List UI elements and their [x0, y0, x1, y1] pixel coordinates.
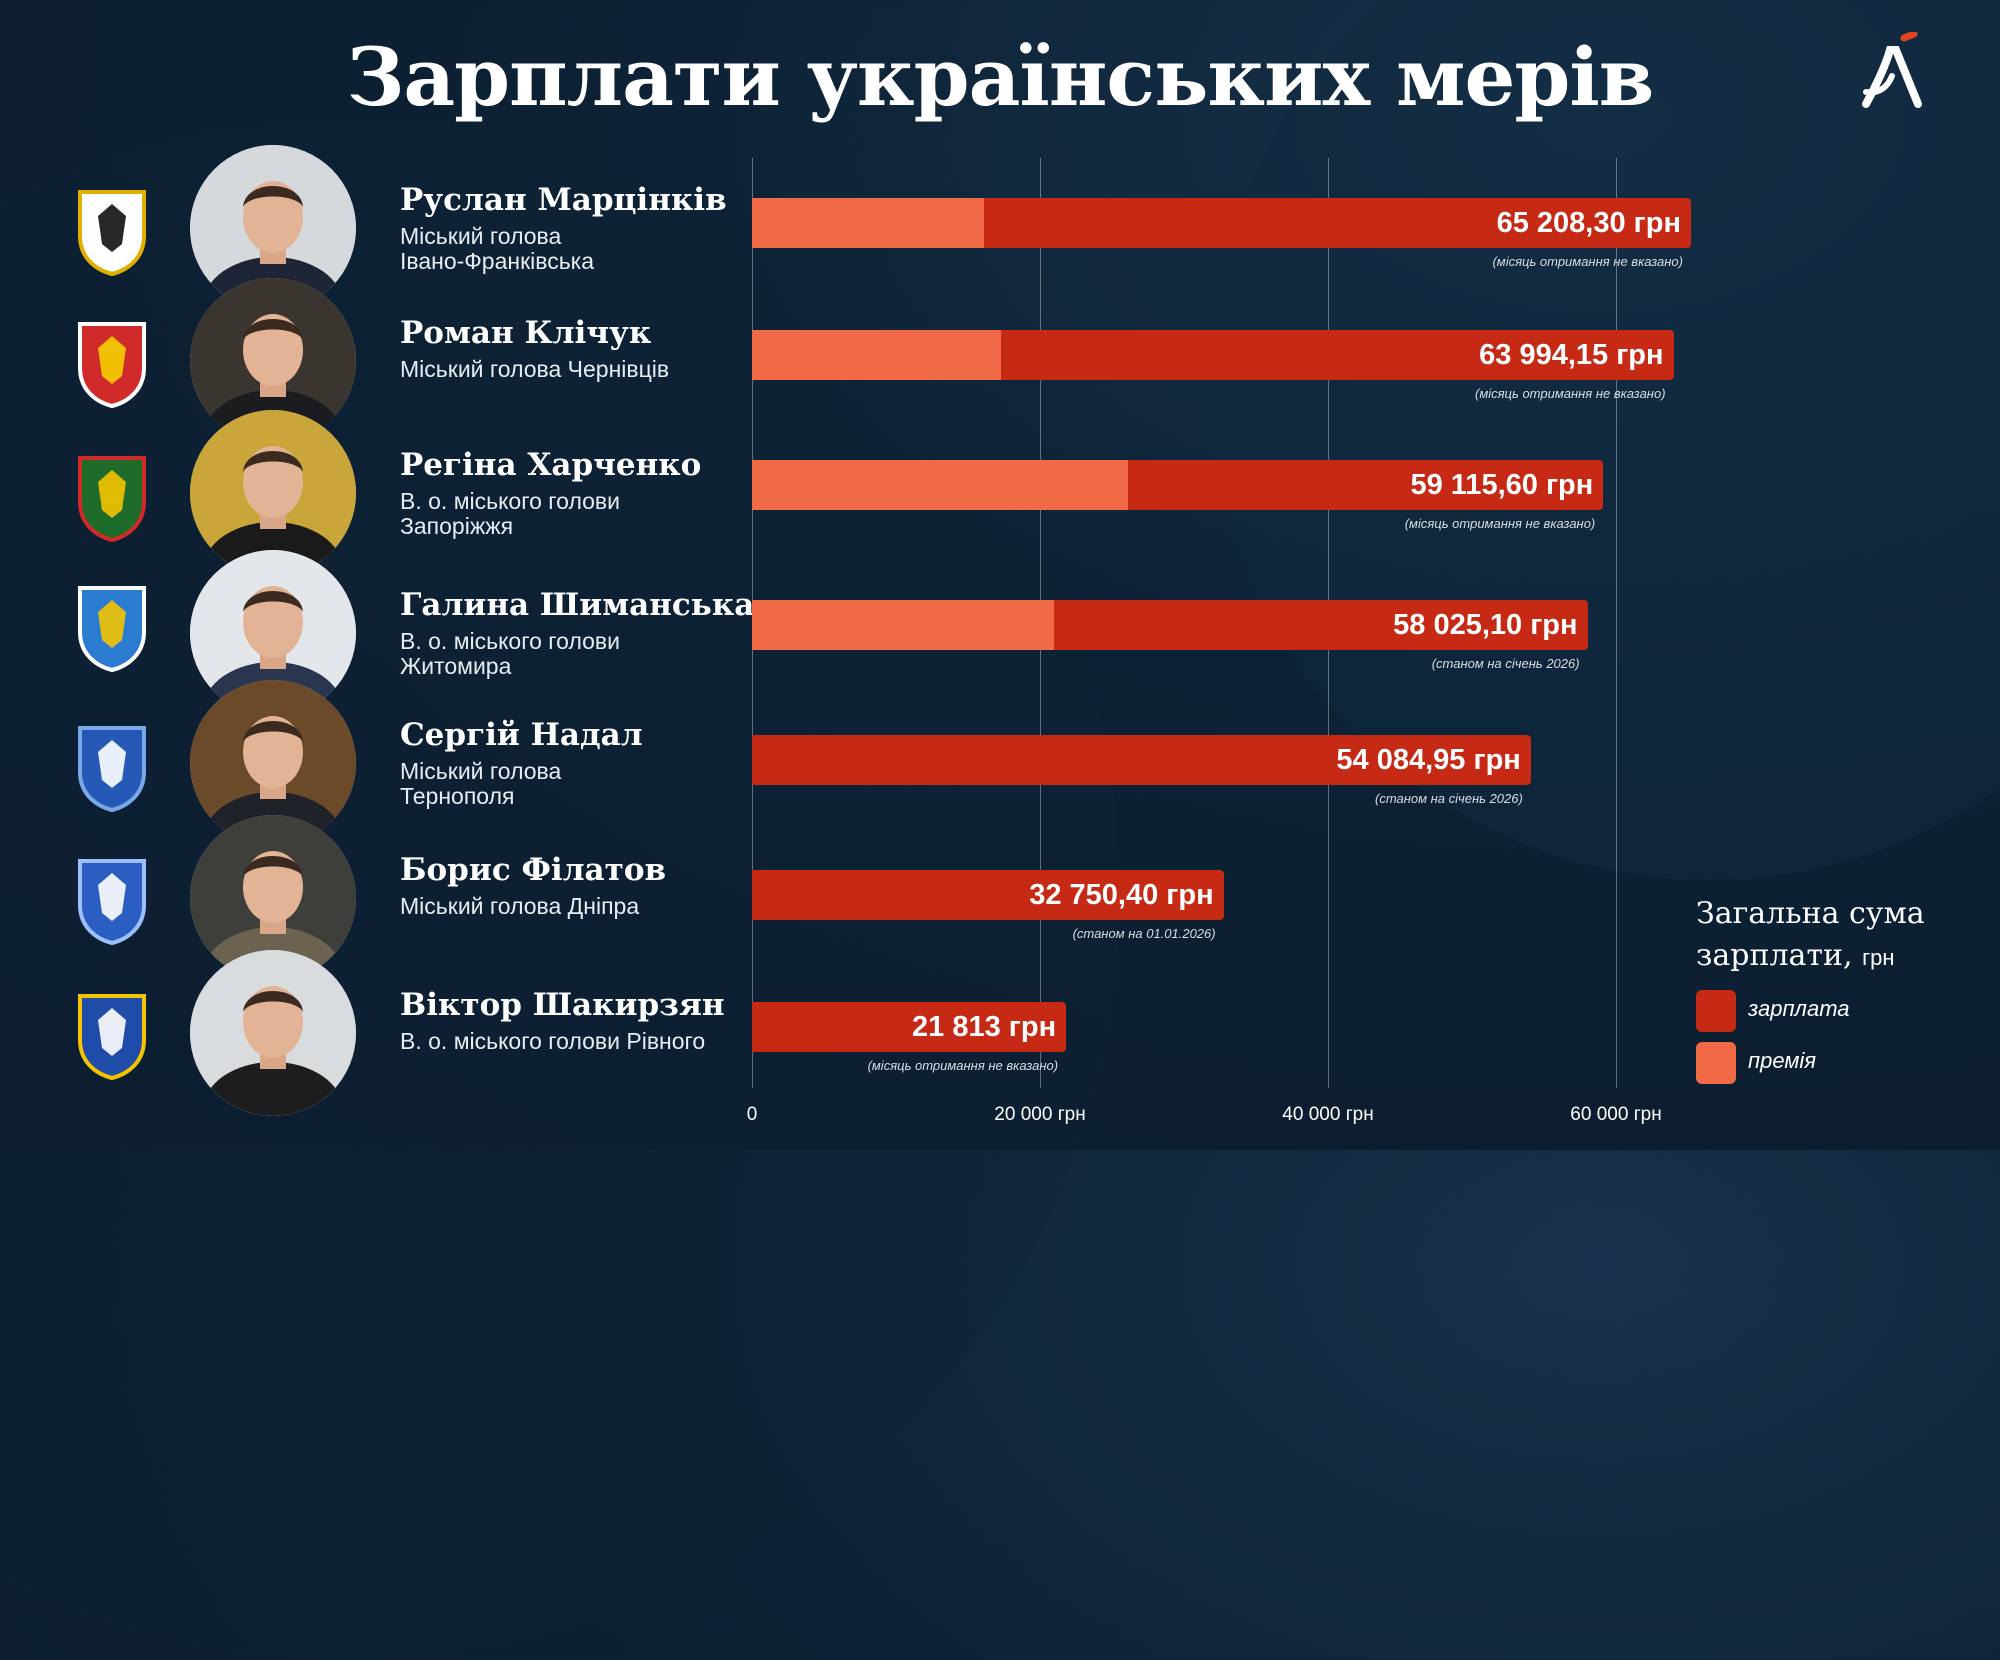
bar-note: (місяць отримання не вказано) — [1404, 516, 1596, 531]
mayor-title: Міський голова Чернівців — [400, 356, 670, 382]
bar-salary: 65 208,30 грн — [752, 198, 1691, 248]
bar-value-label: 54 084,95 грн — [1336, 744, 1521, 776]
mayor-title: Запоріжжя — [400, 513, 514, 539]
x-tick-label: 40 000 грн — [1282, 1104, 1374, 1125]
bar-value-label: 58 025,10 грн — [1393, 609, 1578, 641]
bar-note: (місяць отримання не вказано) — [1492, 254, 1683, 269]
bar-note: (місяць отримання не вказано) — [867, 1058, 1059, 1073]
gridline — [1616, 158, 1617, 1088]
bar-bonus — [752, 330, 1002, 380]
bar-value-label: 21 813 грн — [912, 1011, 1057, 1043]
portrait-photo — [190, 950, 356, 1116]
mayor-title: В. о. міського голови — [400, 488, 620, 514]
portrait-photo — [190, 278, 356, 444]
x-tick-label: 0 — [746, 1104, 758, 1125]
mayor-name: Віктор Шакирзян — [400, 987, 725, 1023]
mayor-title: Міський голова Дніпра — [400, 893, 640, 919]
portrait-photo — [190, 410, 356, 576]
bar-salary: 63 994,15 грн — [752, 330, 1674, 380]
mayor-title: Івано-Франківська — [400, 248, 595, 274]
mayor-name: Регіна Харченко — [400, 447, 702, 483]
lambda-logo-icon — [1862, 32, 1922, 108]
page-title: Зарплати українських мерів — [346, 30, 1655, 124]
city-crest-icon — [78, 994, 146, 1080]
city-crest-icon — [78, 190, 146, 276]
portrait-photo — [190, 680, 356, 846]
bar-salary: 59 115,60 грн — [752, 460, 1604, 510]
bar-value-label: 65 208,30 грн — [1496, 207, 1681, 239]
bar-value-label: 63 994,15 грн — [1479, 339, 1664, 371]
legend-unit: грн — [1862, 945, 1895, 970]
bar-note: (місяць отримання не вказано) — [1474, 386, 1666, 401]
bar-salary: 32 750,40 грн — [752, 870, 1224, 920]
bar-salary: 54 084,95 грн — [752, 735, 1531, 785]
bar-salary: 58 025,10 грн — [752, 600, 1588, 650]
bar-chart: 0 20 000 грн 40 000 грн 60 000 грн 65 208,30… — [747, 158, 1852, 1125]
mayor-name: Галина Шиманська — [400, 587, 755, 623]
mayor-title: В. о. міського голови — [400, 628, 620, 654]
legend-swatch-bonus — [1696, 1042, 1736, 1084]
mayor-title: Тернополя — [400, 783, 515, 809]
person-silhouette-icon — [190, 950, 356, 1116]
bar-value-label: 59 115,60 грн — [1410, 469, 1594, 501]
city-crest-icon — [78, 586, 146, 672]
mayor-name: Борис Філатов — [400, 852, 667, 888]
x-tick-label: 60 000 грн — [1570, 1104, 1662, 1125]
city-crest-icon — [78, 322, 146, 408]
mayor-title: Житомира — [400, 653, 512, 679]
bar-salary: 21 813 грн — [752, 1002, 1067, 1052]
city-crest-icon — [78, 456, 146, 542]
bar-bonus — [752, 600, 1055, 650]
mayor-title: Міський голова — [400, 223, 562, 249]
city-crest-icon — [78, 859, 146, 945]
x-tick-label: 20 000 грн — [994, 1104, 1086, 1125]
mayor-title: В. о. міського голови Рівного — [400, 1028, 706, 1054]
mayor-name: Роман Клічук — [400, 315, 652, 351]
bar-note: (станом на січень 2026) — [1374, 791, 1523, 806]
bar-value-label: 32 750,40 грн — [1029, 879, 1214, 911]
city-crest-icon — [78, 726, 146, 812]
bar-note: (станом на січень 2026) — [1431, 656, 1580, 671]
legend-label-bonus: премія — [1748, 1048, 1817, 1073]
legend-swatch-salary — [1696, 990, 1736, 1032]
mayor-name: Руслан Марцінків — [400, 182, 727, 218]
bar-bonus — [752, 460, 1128, 510]
legend-label-salary: зарплата — [1748, 996, 1850, 1021]
legend-title: Загальна сума зарплати, грн — [1696, 893, 2000, 979]
bar-bonus — [752, 198, 984, 248]
legend-title-text: Загальна сума зарплати, — [1696, 896, 1925, 973]
mayor-title: Міський голова — [400, 758, 562, 784]
bar-note: (станом на 01.01.2026) — [1072, 926, 1216, 941]
mayor-name: Сергій Надал — [400, 717, 643, 753]
